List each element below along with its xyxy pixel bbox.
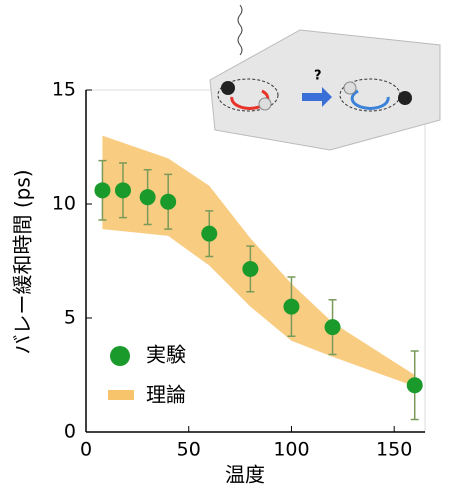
data-point bbox=[407, 377, 423, 393]
y-tick-label: 15 bbox=[52, 79, 76, 101]
x-tick-label: 50 bbox=[177, 439, 201, 461]
data-point bbox=[325, 319, 341, 335]
inset-label: ? bbox=[314, 69, 322, 84]
data-point bbox=[115, 182, 131, 198]
data-point bbox=[160, 194, 176, 210]
y-axis-label: バレー緩和時間 (ps) bbox=[11, 169, 35, 354]
data-point bbox=[283, 299, 299, 315]
inset-illustration: ? bbox=[210, 5, 440, 150]
data-point bbox=[242, 261, 258, 277]
legend-marker bbox=[110, 346, 130, 366]
y-tick-label: 0 bbox=[64, 421, 76, 443]
x-axis-label: 温度 bbox=[225, 463, 265, 487]
x-tick-label: 100 bbox=[273, 439, 309, 461]
data-point bbox=[94, 182, 110, 198]
data-point bbox=[201, 226, 217, 242]
legend-marker bbox=[108, 390, 134, 400]
data-point bbox=[140, 189, 156, 205]
y-tick-label: 10 bbox=[52, 193, 76, 215]
legend-label: 実験 bbox=[146, 343, 186, 367]
y-tick-label: 5 bbox=[64, 307, 76, 329]
chart: ? 温度 バレー緩和時間 (ps) 0 50 100 150 0 5 10 15 実験理論 bbox=[0, 0, 453, 491]
x-tick-label: 150 bbox=[376, 439, 412, 461]
legend-label: 理論 bbox=[146, 383, 186, 407]
x-tick-label: 0 bbox=[80, 439, 92, 461]
